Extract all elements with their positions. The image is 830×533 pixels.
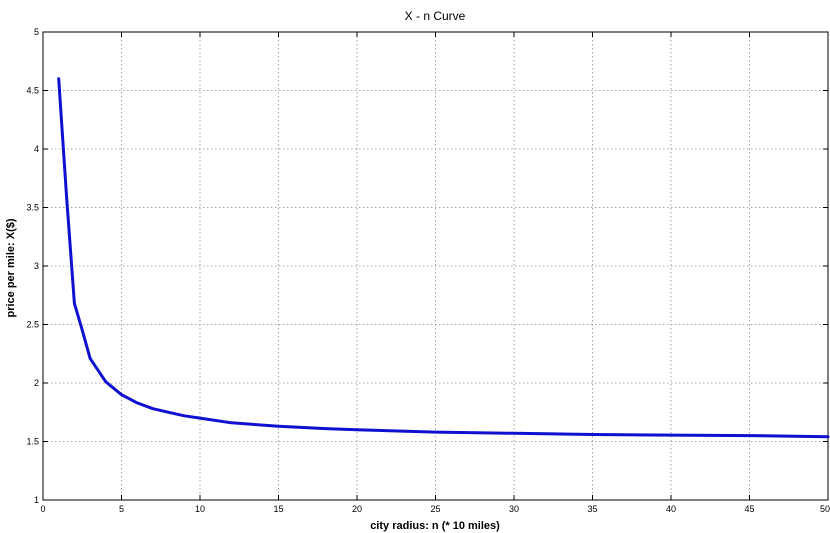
y-tick-label: 1 (34, 495, 39, 505)
y-tick-label: 2.5 (26, 320, 39, 330)
y-axis-label: price per mile: X($) (5, 218, 17, 317)
series-layer (57, 77, 830, 439)
x-tick-label: 20 (352, 504, 362, 514)
y-axis-ticks: 1 1.5 2 2.5 3 3.5 4 4.5 5 (26, 27, 828, 505)
x-tick-label: 40 (666, 504, 676, 514)
y-tick-label: 2 (34, 378, 39, 388)
x-tick-label: 50 (820, 504, 830, 514)
y-tick-label: 4.5 (26, 86, 39, 96)
x-tick-label: 30 (509, 504, 519, 514)
y-tick-label: 3.5 (26, 203, 39, 213)
y-tick-label: 4 (34, 144, 39, 154)
x-tick-label: 25 (430, 504, 440, 514)
y-tick-label: 5 (34, 27, 39, 37)
x-tick-label: 5 (119, 504, 124, 514)
x-axis-ticks: 0 5 10 15 20 25 30 35 40 45 50 (40, 32, 830, 514)
x-tick-label: 35 (587, 504, 597, 514)
series-line (57, 77, 830, 439)
x-axis-label: city radius: n (* 10 miles) (370, 520, 500, 532)
chart-title: X - n Curve (405, 9, 466, 23)
x-tick-label: 15 (273, 504, 283, 514)
y-tick-label: 3 (34, 261, 39, 271)
x-tick-label: 45 (744, 504, 754, 514)
gridlines (43, 32, 828, 500)
y-tick-label: 1.5 (26, 437, 39, 447)
x-tick-label: 10 (195, 504, 205, 514)
x-tick-label: 0 (40, 504, 45, 514)
